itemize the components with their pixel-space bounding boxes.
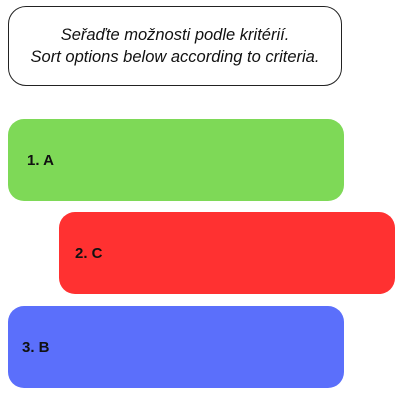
- instruction-text-cz: Seřaďte možnosti podle kritérií.: [60, 26, 290, 44]
- option-label: 2. C: [75, 244, 103, 262]
- option-item-b[interactable]: 3. B: [8, 306, 344, 388]
- option-label: 1. A: [27, 151, 54, 169]
- option-item-a[interactable]: 1. A: [8, 119, 344, 201]
- option-label: 3. B: [22, 338, 50, 356]
- option-item-c[interactable]: 2. C: [59, 212, 395, 294]
- instruction-text-en: Sort options below according to criteria…: [30, 48, 320, 66]
- instruction-card: Seřaďte možnosti podle kritérií. Sort op…: [8, 6, 342, 86]
